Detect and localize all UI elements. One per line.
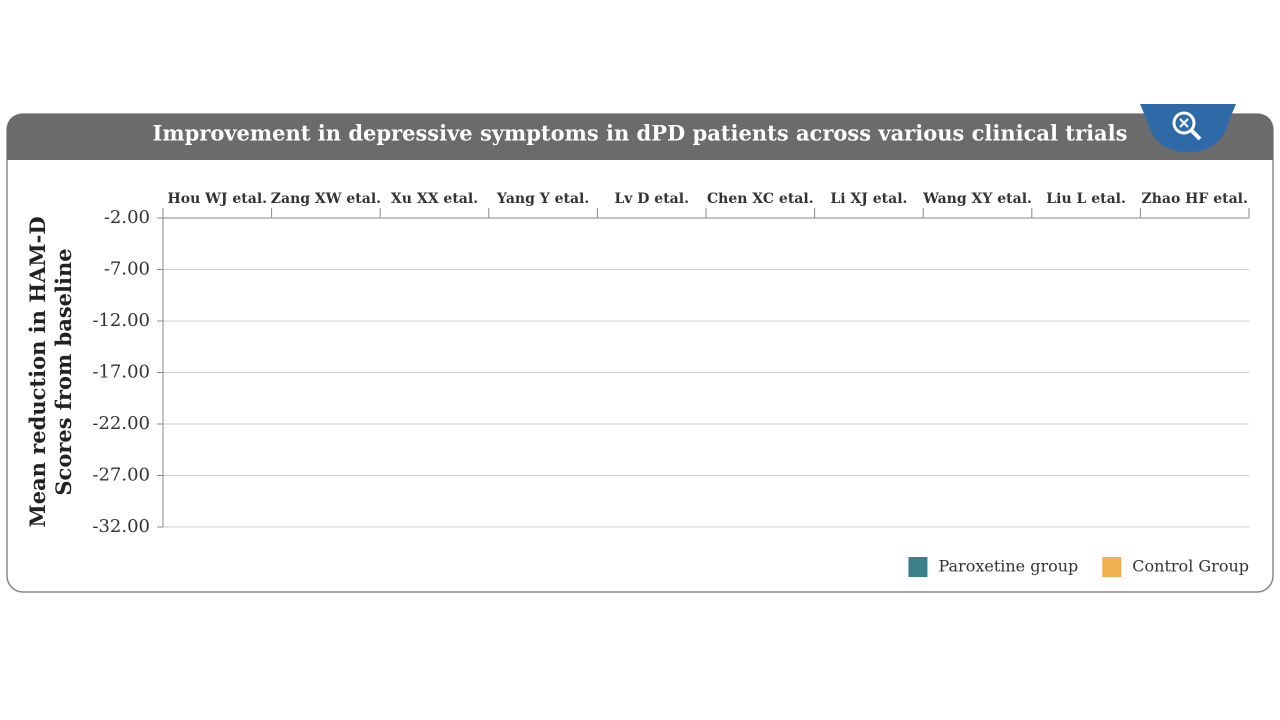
y-tick-label: -17.00 [92,362,150,383]
legend-label: Control Group [1132,557,1249,576]
y-tick-label: -12.00 [92,310,150,331]
y-tick-label: -32.00 [92,516,150,537]
y-tick-label: -2.00 [104,207,150,228]
legend-swatch [1102,557,1122,577]
x-tick-label: Xu XX etal. [391,191,478,207]
x-tick-label: Zang XW etal. [271,191,381,207]
y-tick-label: -27.00 [92,465,150,486]
x-tick-label: Li XJ etal. [830,191,907,207]
y-tick-label: -22.00 [92,413,150,434]
x-tick-label: Zhao HF etal. [1142,191,1248,207]
zoom-icon[interactable] [1140,104,1236,152]
legend-swatch [908,557,928,577]
chart-title: Improvement in depressive symptoms in dP… [153,121,1128,146]
x-tick-label: Wang XY etal. [922,191,1032,207]
x-tick-label: Yang Y etal. [496,191,589,207]
legend-label: Paroxetine group [938,557,1078,576]
x-tick-label: Liu L etal. [1046,191,1126,207]
x-tick-label: Lv D etal. [614,191,689,207]
card [6,113,1274,593]
x-tick-label: Hou WJ etal. [168,191,267,207]
x-tick-label: Chen XC etal. [707,191,814,207]
y-tick-label: -7.00 [104,259,150,280]
header-band [7,114,1273,160]
y-axis-title: Mean reduction in HAM-D Scores from base… [25,216,76,528]
